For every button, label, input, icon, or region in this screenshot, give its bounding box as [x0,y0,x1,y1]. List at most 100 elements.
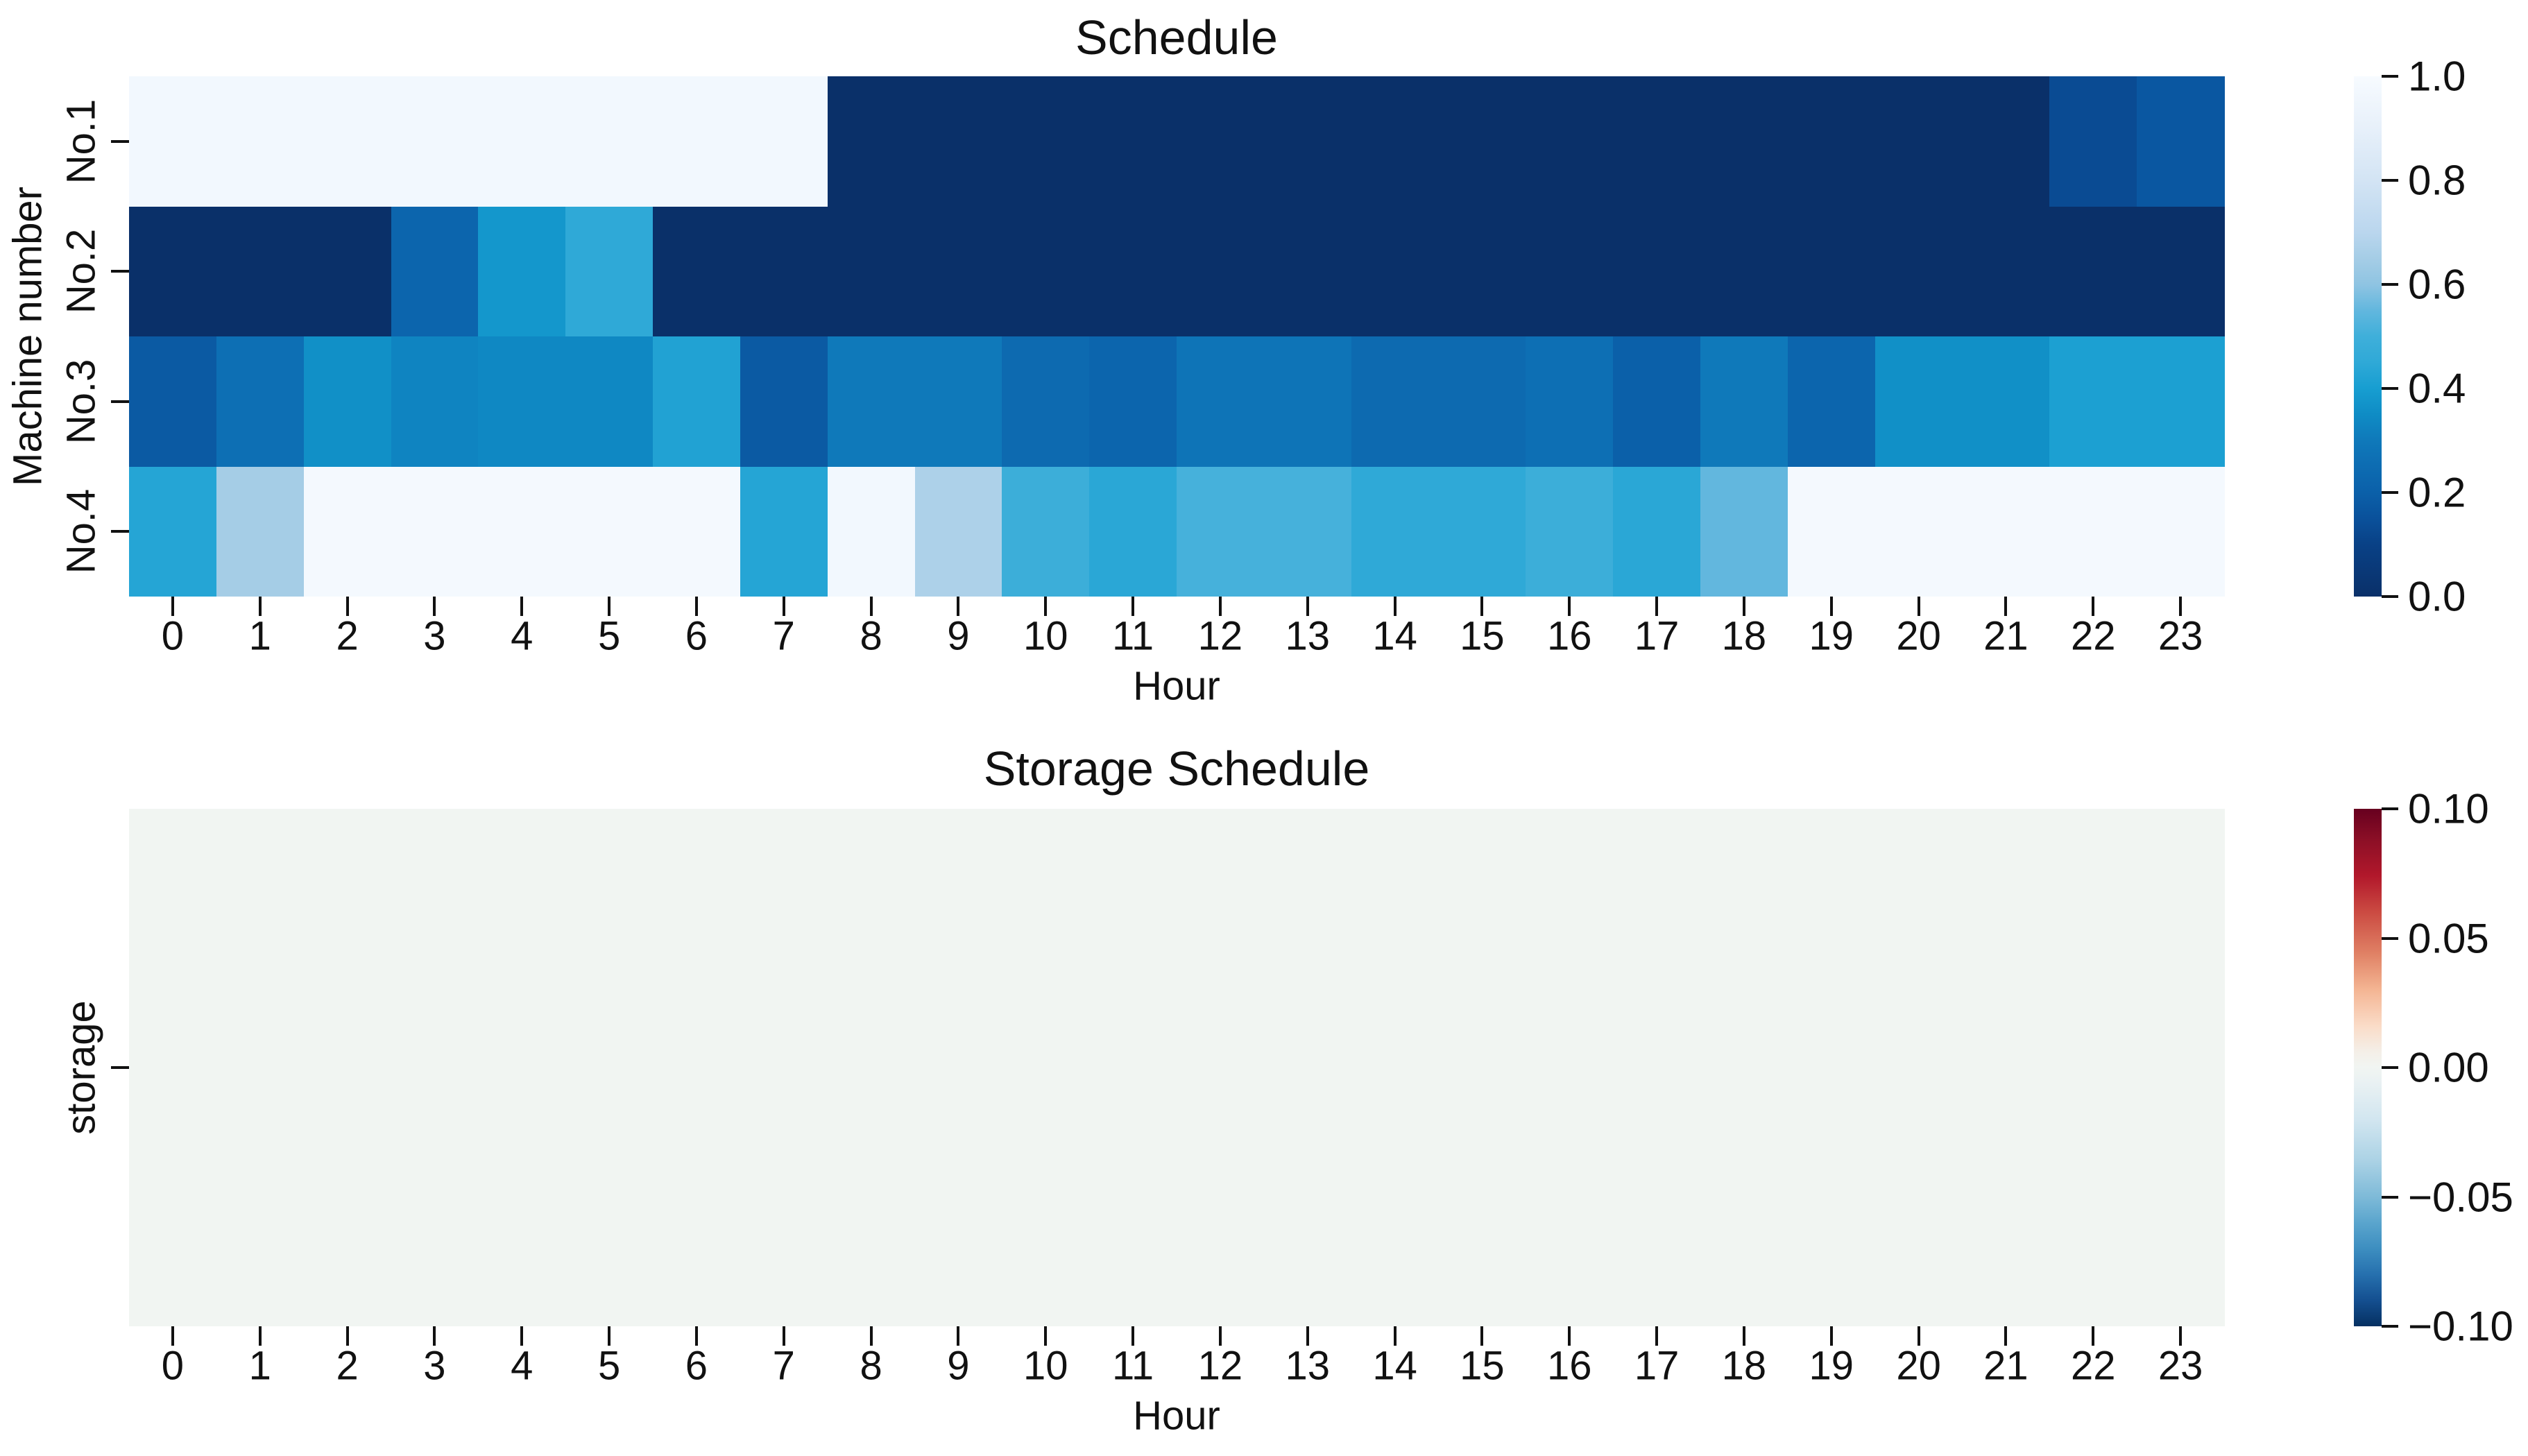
heatmap-cell [914,809,1002,1327]
heatmap-cell [1089,809,1177,1327]
x-tick [1306,1326,1309,1346]
heatmap-cell [1177,336,1265,467]
heatmap-cell [565,336,654,467]
x-tick [694,597,698,616]
x-tick [171,597,174,616]
heatmap-cell [827,466,916,597]
x-tick [1131,1326,1135,1346]
heatmap-cell [2049,466,2137,597]
heatmap-cell [1613,336,1701,467]
colorbar-tick [2382,1195,2398,1199]
heatmap-cell [391,76,479,207]
x-tick-label: 4 [511,613,533,659]
heatmap-cell [1700,336,1788,467]
heatmap-cell [1089,206,1177,337]
x-tick-label: 9 [947,613,970,659]
heatmap-cell [1263,466,1352,597]
colorbar-tick-label: 0.8 [2408,157,2466,204]
colorbar-tick-label: 0.4 [2408,365,2466,412]
heatmap-cell [1177,466,1265,597]
heatmap-cell [914,336,1002,467]
x-tick [2092,1326,2095,1346]
heatmap-cell [1351,76,1440,207]
x-tick-label: 12 [1197,613,1243,659]
heatmap-cell [391,809,479,1327]
heatmap-cell [1002,809,1090,1327]
heatmap-cell [653,336,741,467]
heatmap-cell [1263,206,1352,337]
x-tick [258,1326,262,1346]
heatmap-cell [827,336,916,467]
heatmap-cell [1787,809,1876,1327]
x-tick [1655,597,1659,616]
storage-colorbar [2354,809,2382,1326]
heatmap-cell [129,809,217,1327]
x-tick-label: 10 [1023,613,1068,659]
x-tick-label: 13 [1285,1343,1331,1389]
heatmap-cell [1613,76,1701,207]
x-tick-label: 7 [772,613,795,659]
x-tick-label: 21 [1983,613,2029,659]
y-tick [111,1066,129,1069]
x-tick-label: 17 [1634,613,1680,659]
heatmap-cell [1962,206,2050,337]
heatmap-cell [827,206,916,337]
heatmap-cell [478,466,566,597]
x-tick-label: 2 [336,613,359,659]
heatmap-cell [216,466,305,597]
heatmap-cell [565,809,654,1327]
heatmap-cell [303,809,392,1327]
heatmap-cell [2137,466,2225,597]
heatmap-cell [2137,809,2225,1327]
colorbar-tick-label: −0.10 [2408,1303,2513,1350]
heatmap-cell [1351,466,1440,597]
heatmap-cell [216,76,305,207]
heatmap-cell [1089,466,1177,597]
heatmap-cell [1526,76,1614,207]
colorbar-tick [2382,807,2398,810]
heatmap-cell [914,76,1002,207]
colorbar-tick [2382,1066,2398,1069]
x-tick [1568,597,1571,616]
heatmap-cell [303,76,392,207]
x-tick-label: 13 [1285,613,1331,659]
x-tick-label: 5 [597,1343,621,1389]
heatmap-cell [303,466,392,597]
heatmap-cell [1962,466,2050,597]
x-tick [1655,1326,1659,1346]
x-tick [1829,1326,1833,1346]
y-tick [111,400,129,403]
x-tick [520,597,524,616]
x-tick [782,597,785,616]
heatmap-cell [1438,466,1526,597]
y-tick-label: storage [58,1000,104,1135]
x-tick-label: 14 [1372,613,1417,659]
x-tick-label: 18 [1721,1343,1767,1389]
x-tick [782,1326,785,1346]
x-tick [1829,597,1833,616]
x-tick-label: 20 [1896,613,1941,659]
x-tick-label: 11 [1111,1343,1154,1389]
colorbar-tick-label: 1.0 [2408,53,2466,100]
colorbar-tick-label: −0.05 [2408,1174,2513,1220]
x-tick-label: 12 [1197,1343,1243,1389]
heatmap-cell [1002,336,1090,467]
x-tick [433,597,436,616]
heatmap-cell [1351,206,1440,337]
storage-hour-axis-label: Hour [1133,1393,1220,1439]
x-tick [345,597,349,616]
x-tick-label: 6 [685,613,708,659]
heatmap-cell [827,809,916,1327]
schedule-heatmap [129,76,2225,597]
x-tick-label: 22 [2070,1343,2116,1389]
heatmap-cell [1263,76,1352,207]
x-tick [520,1326,524,1346]
heatmap-cell [1787,206,1876,337]
heatmap-cell [1002,76,1090,207]
heatmap-cell [391,206,479,337]
x-tick [1218,1326,1222,1346]
heatmap-cell [1613,466,1701,597]
heatmap-cell [303,336,392,467]
heatmap-cell [740,466,828,597]
colorbar-tick-label: 0.00 [2408,1044,2489,1091]
